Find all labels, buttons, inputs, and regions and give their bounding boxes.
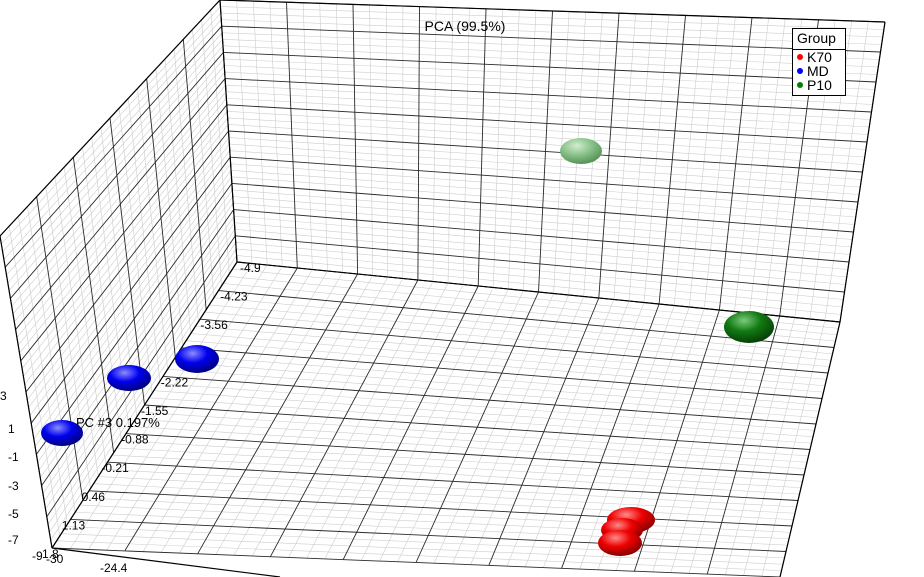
z-tick-label: -1 [8,450,19,464]
y-tick-label: 1.8 [42,547,59,561]
left-wall-gridline [10,52,224,299]
legend-label-p10: P10 [807,77,832,93]
back-wall-gridline [231,182,854,233]
axis-frame [0,0,886,577]
back-wall-gridline [233,209,850,263]
back-wall-gridline [228,130,863,173]
floor-gridline [70,518,787,552]
frame-edge [779,321,841,577]
y-tick-label: -0.21 [101,461,129,475]
back-wall-gridline [235,235,845,293]
z-tick-label: -5 [8,507,19,521]
y-tick-label: 1.13 [62,518,86,532]
back-wall-gridline [230,156,859,203]
floor-gridline [51,547,781,577]
point-md [41,420,83,446]
frame-edge [51,547,281,577]
legend-marker-p10 [797,82,803,88]
legend-title: Group [793,29,845,50]
left-wall-gridline [30,156,231,424]
frame-edge [839,21,886,323]
back-wall-gridline [221,25,881,53]
frame-edge [0,0,221,237]
legend-item-md: MD [793,64,845,78]
data-points [41,138,774,556]
floor-gridline [144,404,811,450]
y-tick-label: -1.55 [141,404,169,418]
y-tick-label: 0.46 [82,490,106,504]
legend: Group K70 MD P10 [792,28,846,96]
y-tick-label: -0.88 [121,433,149,447]
z-tick-label: -7 [8,533,19,547]
left-wall-gridline [25,130,229,393]
frame-edge [51,261,238,549]
minor-gridlines [1,0,884,577]
chart-title: PCA (99.5%) [425,18,506,34]
z-tick-label: 3 [0,389,7,403]
left-wall-gridline [15,78,226,330]
y-tick-label: -3.56 [200,318,228,332]
frame-edge [0,235,53,549]
z-tick-label: -9 [32,549,43,563]
floor-gridline [107,461,799,501]
left-wall-gridline [20,104,228,362]
left-wall-gridline [4,25,223,268]
z-tick-label: 1 [8,422,15,436]
left-wall-gridline [36,183,233,455]
point-k70 [598,530,642,556]
legend-item-k70: K70 [793,50,845,64]
floor-gridline [162,375,817,425]
y-tick-label: -2.22 [161,375,189,389]
legend-marker-md [797,68,803,74]
point-p10 [724,311,774,343]
floor-gridline [125,433,805,476]
y-axis-label: PC #3 0.197% [76,415,160,430]
point-md [107,365,151,391]
legend-marker-k70 [797,54,803,60]
floor-gridline [88,490,793,527]
y-tick-label: -4.23 [220,290,248,304]
legend-label-md: MD [807,63,829,79]
back-wall-gridline [225,78,872,113]
x-tick-label: -24.4 [100,561,128,575]
point-md [175,345,219,373]
frame-edge [219,0,886,23]
back-wall-gridline [223,51,877,83]
back-wall-gridline [226,104,868,143]
floor-gridline [181,347,823,399]
y-tick-label: -4.9 [240,261,261,275]
legend-item-p10: P10 [793,78,845,92]
frame-edge [219,0,238,263]
z-tick-label: -30 [46,552,64,566]
legend-label-k70: K70 [807,49,832,65]
point-p10 [560,138,602,164]
floor-gridline [199,318,829,374]
z-tick-label: -3 [8,479,19,493]
frame-edge [236,261,841,323]
